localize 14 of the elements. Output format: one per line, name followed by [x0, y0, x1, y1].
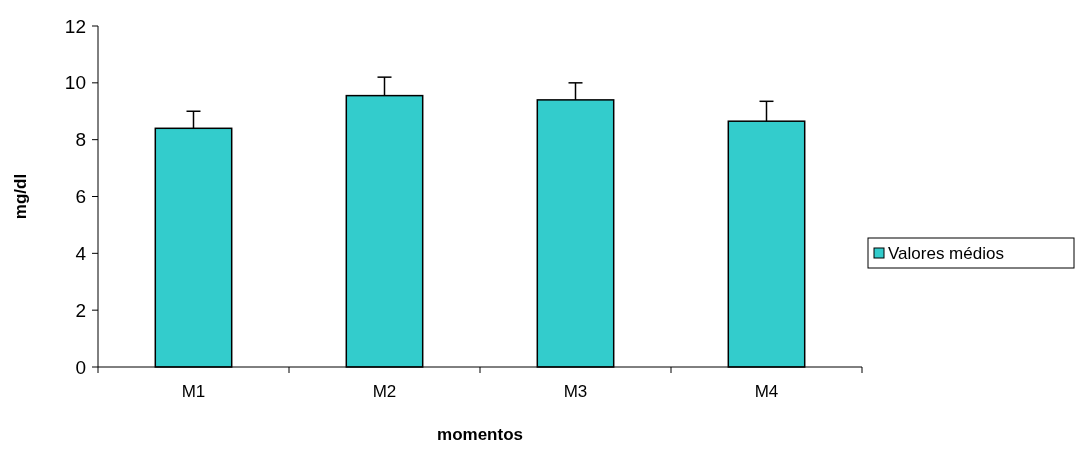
y-tick-label: 12	[64, 15, 86, 37]
legend-label: Valores médios	[888, 243, 1004, 263]
y-tick-label: 4	[75, 242, 87, 264]
y-tick-label: 2	[75, 299, 86, 321]
y-axis-title: mg/dl	[11, 173, 30, 220]
x-tick-label: M2	[372, 382, 397, 401]
y-tick-label: 10	[64, 72, 86, 94]
x-tick-label: M4	[754, 382, 779, 401]
x-tick-label: M3	[563, 382, 588, 401]
y-tick-label: 8	[75, 129, 86, 151]
x-axis-title: momentos	[437, 425, 523, 444]
y-tick-label: 0	[75, 356, 86, 378]
x-tick-label: M1	[181, 382, 206, 401]
y-tick-label: 6	[75, 186, 86, 208]
